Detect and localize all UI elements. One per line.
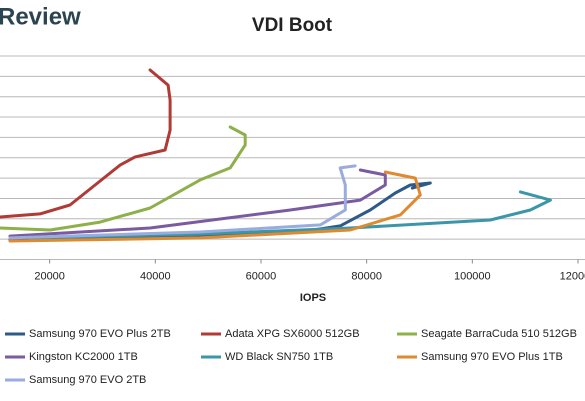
x-tick-label: 20000 (34, 270, 65, 282)
logo: Review (0, 3, 81, 30)
series-line (0, 125, 247, 232)
series-line (8, 168, 387, 238)
legend-label: Samsung 970 EVO Plus 2TB (29, 328, 171, 340)
legend-label: Adata XPG SX6000 512GB (225, 328, 360, 340)
x-tick-label: 40000 (140, 270, 171, 282)
grid: 20000 40000 60000 80000 100000 120000 (0, 55, 585, 282)
legend-label: Samsung 970 EVO Plus 1TB (421, 351, 563, 363)
series-line (28, 190, 552, 240)
x-tick-label: 120000 (560, 270, 585, 282)
legend-label: Seagate BarraCuda 510 512GB (421, 328, 577, 340)
x-tick-label: 80000 (351, 270, 382, 282)
legend-label: Samsung 970 EVO 2TB (29, 374, 146, 386)
series-line (8, 170, 422, 243)
legend: Samsung 970 EVO Plus 2TB Adata XPG SX6000… (5, 328, 577, 386)
chart-title: VDI Boot (252, 15, 333, 36)
x-axis-label: IOPS (300, 292, 326, 304)
plot-lines (0, 68, 552, 243)
x-tick-label: 100000 (454, 270, 491, 282)
legend-label: Kingston KC2000 1TB (29, 351, 138, 363)
legend-label: WD Black SN750 1TB (225, 351, 333, 363)
series-line (8, 164, 357, 240)
series-line (0, 68, 172, 219)
x-tick-label: 60000 (246, 270, 277, 282)
